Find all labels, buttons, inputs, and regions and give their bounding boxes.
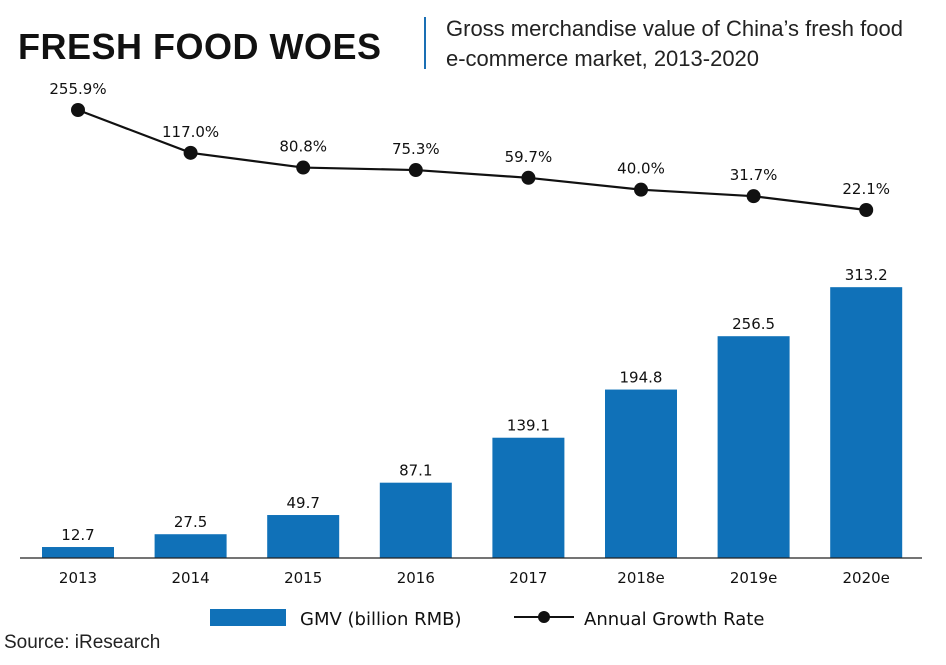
bar-2014 [154,534,227,558]
chart-subtitle: Gross merchandise value of China’s fresh… [446,16,903,71]
x-tick-label-2015: 2015 [284,569,322,587]
legend-line-marker [538,611,550,623]
x-tick-label-2017: 2017 [509,569,547,587]
bar-value-label-2016: 87.1 [399,462,432,480]
growth-value-label-2016: 75.3% [392,140,440,158]
growth-value-labels: 255.9% 117.0% 80.8% 75.3% 59.7% 40.0% 31.7% 22.… [49,80,890,198]
legend-bar-label: GMV (billion RMB) [300,609,462,630]
growth-point-2016 [408,163,423,178]
growth-value-label-2013: 255.9% [49,80,106,98]
chart-title: FRESH FOOD WOES [18,26,382,67]
growth-point-2014 [183,145,198,160]
legend-bar-swatch [210,609,286,626]
legend: GMV (billion RMB) Annual Growth Rate [210,609,764,630]
bar-2015 [267,515,340,558]
growth-point-2015 [296,160,311,175]
growth-point-2017 [521,170,536,185]
growth-point-2020e [859,203,874,217]
title-divider [424,17,426,69]
growth-value-label-2014: 117.0% [162,123,219,141]
bar-value-label-2019e: 256.5 [732,315,775,333]
bar-2020e [830,287,903,558]
bar-series [42,287,903,558]
bar-value-label-2013: 12.7 [61,526,94,544]
growth-value-label-2017: 59.7% [505,148,553,166]
bar-value-label-2014: 27.5 [174,513,207,531]
x-tick-label-2020e: 2020e [842,569,889,587]
x-tick-label-2016: 2016 [397,569,435,587]
bar-value-labels: 12.7 27.5 49.7 87.1 139.1 194.8 256.5 313.2 [61,266,887,544]
legend-line-label: Annual Growth Rate [584,609,764,630]
growth-value-label-2018e: 40.0% [617,160,665,178]
source-note: Source: iResearch [4,632,161,653]
growth-point-2013 [71,103,85,117]
x-tick-label-2013: 2013 [59,569,97,587]
bar-value-label-2017: 139.1 [507,417,550,435]
x-axis-tick-labels: 2013 2014 2015 2016 2017 2018e 2019e 2020e [59,569,890,587]
growth-value-label-2020e: 22.1% [842,180,890,198]
bar-value-label-2018e: 194.8 [620,369,663,387]
growth-line-series [71,103,874,217]
growth-value-label-2019e: 31.7% [730,166,778,184]
bar-value-label-2015: 49.7 [286,494,319,512]
bar-value-label-2020e: 313.2 [845,266,888,284]
x-tick-label-2019e: 2019e [730,569,777,587]
x-tick-label-2018e: 2018e [617,569,664,587]
growth-value-label-2015: 80.8% [279,138,327,156]
growth-line [77,108,867,212]
growth-point-2018e [634,182,648,197]
bar-2013 [42,547,114,558]
bar-2018e [605,389,677,558]
growth-point-2019e [746,189,761,204]
bar-2016 [379,482,452,558]
bar-2019e [717,336,790,558]
bar-2017 [492,437,565,558]
x-tick-label-2014: 2014 [172,569,210,587]
